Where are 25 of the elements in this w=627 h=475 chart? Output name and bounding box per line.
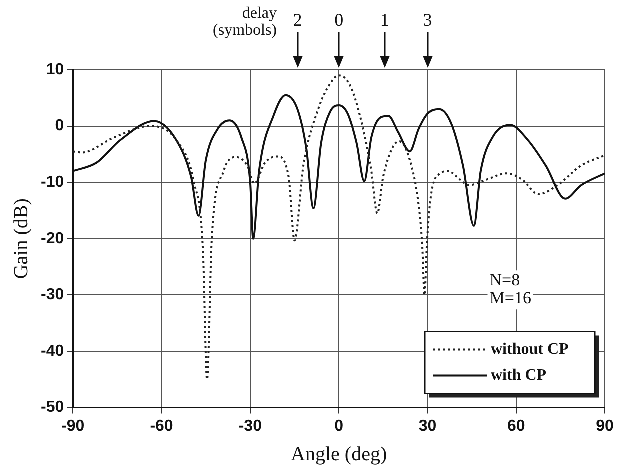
y-tick-label: -50 [41, 399, 64, 416]
x-tick-label: 60 [507, 418, 526, 435]
x-tick-label: -60 [150, 418, 174, 435]
x-tick-label: -90 [62, 418, 85, 435]
y-tick-label: 10 [46, 61, 64, 78]
text: 2 [293, 10, 302, 30]
y-tick-label: -40 [41, 342, 64, 360]
text: 3 [423, 10, 432, 30]
y-tick-label: -20 [41, 230, 64, 248]
x-tick-label: 90 [596, 418, 614, 435]
x-axis-title: Angle (deg) [291, 443, 388, 466]
x-tick-label: 30 [418, 418, 437, 435]
y-axis-title: Gain (dB) [10, 198, 32, 280]
text: 1 [380, 10, 390, 30]
line-series [73, 74, 605, 381]
text: delay (symbols) [213, 5, 278, 40]
y-tick-label: 0 [55, 118, 64, 135]
legend-label: with CP [491, 366, 547, 384]
text: 0 [334, 10, 344, 30]
x-tick-label: 0 [334, 418, 344, 435]
y-tick-label: -30 [41, 286, 64, 304]
y-tick-label: -10 [41, 174, 64, 192]
legend-label: without CP [491, 340, 570, 358]
x-tick-label: -30 [238, 418, 262, 435]
annotation: N=8 M=16 [490, 270, 532, 308]
